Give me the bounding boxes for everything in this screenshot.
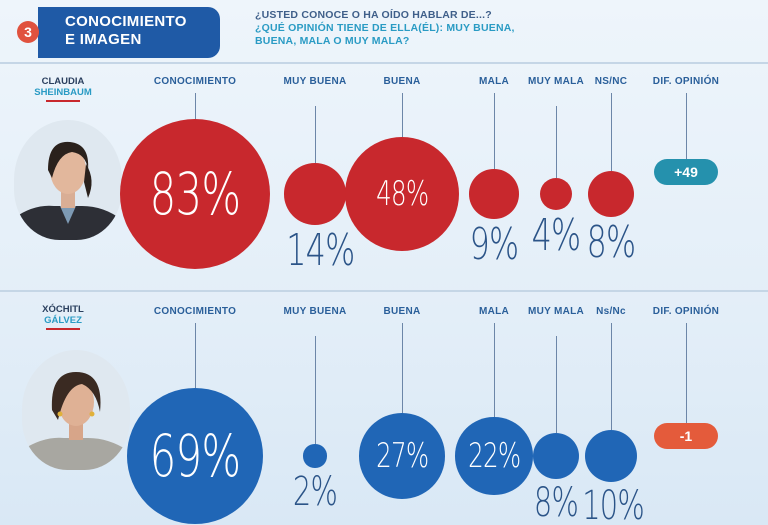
column-label-conocimiento: CONOCIMIENTO xyxy=(153,76,237,87)
dif-opinion-pill: -1 xyxy=(654,423,718,449)
bubble-muy-mala xyxy=(539,177,573,211)
column-label-conocimiento: CONOCIMIENTO xyxy=(153,306,237,317)
question-line-2: ¿QUÉ OPINIÓN TIENE DE ELLA(ÉL): MUY BUEN… xyxy=(255,22,515,47)
leader-line xyxy=(315,106,316,164)
leader-line xyxy=(611,323,612,430)
candidate-photo-sheinbaum xyxy=(14,120,122,240)
candidate-first-name: CLAUDIA xyxy=(41,76,85,87)
section-number-badge: 3 xyxy=(17,21,39,43)
value-label: 22% xyxy=(467,435,521,476)
leader-line xyxy=(556,106,557,178)
candidate-last-name: GÁLVEZ xyxy=(44,315,82,326)
leader-line xyxy=(315,336,316,445)
value-label-muy-buena: 2% xyxy=(292,468,338,515)
column-label-muy-buena: MUY BUENA xyxy=(283,76,347,87)
column-label-mala: MALA xyxy=(478,306,510,317)
bubble-ns-nc xyxy=(584,429,638,483)
dif-opinion-pill: +49 xyxy=(654,159,718,185)
bubble-ns-nc xyxy=(587,170,635,218)
column-label-ns-nc: Ns/Nc xyxy=(596,306,626,317)
bubble-muy-buena xyxy=(284,163,346,225)
column-label-muy-mala: MUY MALA xyxy=(527,306,585,317)
section-divider xyxy=(0,290,768,292)
candidate-section-sheinbaum: CLAUDIA SHEINBAUM xyxy=(0,62,768,290)
value-label: 83% xyxy=(149,160,241,228)
candidate-section-galvez: XÓCHITL GÁLVEZ xyxy=(0,292,768,525)
value-label-muy-buena: 14% xyxy=(286,224,355,276)
value-label-muy-mala: 4% xyxy=(531,210,582,262)
candidate-underline xyxy=(46,100,80,102)
candidate-first-name: XÓCHITL xyxy=(42,304,84,315)
column-label-mala: MALA xyxy=(478,76,510,87)
column-label-ns-nc: NS/NC xyxy=(594,76,628,87)
leader-line xyxy=(402,93,403,137)
header-divider xyxy=(0,62,768,64)
value-label-ns-nc: 8% xyxy=(586,217,637,269)
bubble-conocimiento: 69% xyxy=(126,387,264,525)
leader-line xyxy=(611,93,612,171)
section-title: CONOCIMIENTO E IMAGEN xyxy=(38,7,220,58)
candidate-underline xyxy=(46,328,80,330)
bubble-buena: 27% xyxy=(359,413,445,499)
value-label-ns-nc: 10% xyxy=(582,483,645,525)
column-label-muy-buena: MUY BUENA xyxy=(283,306,347,317)
bubble-mala: 22% xyxy=(455,417,533,495)
bubble-conocimiento: 83% xyxy=(120,119,270,269)
leader-line xyxy=(686,323,687,423)
candidate-name-galvez: XÓCHITL GÁLVEZ xyxy=(13,304,113,330)
title-line-2: E IMAGEN xyxy=(65,31,142,48)
leader-line xyxy=(494,323,495,418)
leader-line xyxy=(686,93,687,159)
column-label-dif-opinion: DIF. OPINIÓN xyxy=(652,306,720,317)
candidate-name-sheinbaum: CLAUDIA SHEINBAUM xyxy=(13,76,113,102)
value-label: 48% xyxy=(375,173,429,214)
bubble-muy-buena xyxy=(303,444,327,468)
title-line-1: CONOCIMIENTO xyxy=(65,13,187,30)
column-label-buena: BUENA xyxy=(383,76,421,87)
bubble-mala xyxy=(469,169,519,219)
leader-line xyxy=(556,336,557,433)
column-label-buena: BUENA xyxy=(383,306,421,317)
leader-line xyxy=(402,323,403,414)
leader-line xyxy=(494,93,495,170)
candidate-last-name: SHEINBAUM xyxy=(34,87,92,98)
column-label-dif-opinion: DIF. OPINIÓN xyxy=(652,76,720,87)
value-label-muy-mala: 8% xyxy=(533,480,579,525)
value-label-mala: 9% xyxy=(469,218,520,270)
leader-line xyxy=(195,93,196,119)
bubble-buena: 48% xyxy=(344,136,460,252)
value-label: 69% xyxy=(149,421,241,490)
bubble-muy-mala xyxy=(532,432,580,480)
column-label-muy-mala: MUY MALA xyxy=(527,76,585,87)
candidate-photo-galvez xyxy=(22,350,130,470)
survey-question: ¿USTED CONOCE O HA OÍDO HABLAR DE...? ¿Q… xyxy=(255,9,515,48)
question-line-1: ¿USTED CONOCE O HA OÍDO HABLAR DE...? xyxy=(255,9,492,21)
leader-line xyxy=(195,323,196,388)
value-label: 27% xyxy=(375,435,429,476)
